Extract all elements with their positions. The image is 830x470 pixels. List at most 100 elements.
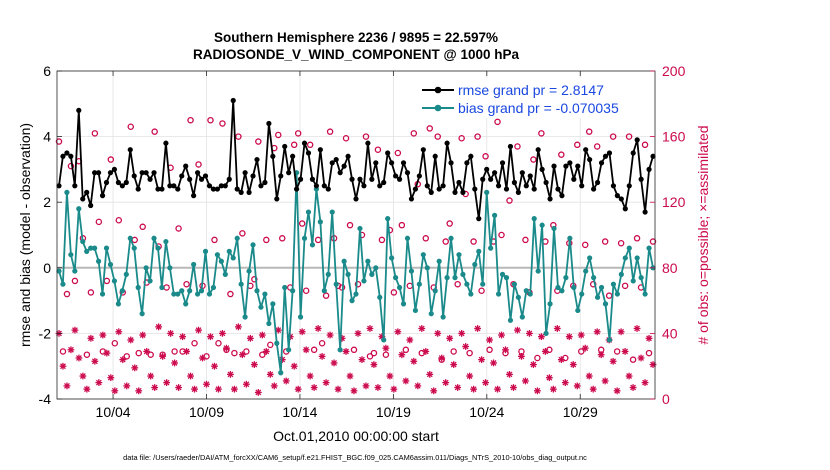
obs-possible-marker	[275, 131, 282, 139]
bias-point	[226, 248, 232, 254]
bias-point	[357, 225, 363, 232]
bias-point	[167, 265, 173, 271]
rmse-point	[222, 183, 228, 189]
obs-possible-marker	[310, 346, 318, 354]
obs-possible-marker	[235, 133, 242, 140]
bias-point	[88, 245, 94, 251]
bias-point	[250, 242, 256, 248]
obs-possible-marker	[366, 353, 374, 360]
obs-possible-marker	[434, 133, 441, 140]
obs-possible-marker	[486, 346, 493, 354]
rmse-point	[650, 153, 656, 159]
rmse-point	[638, 176, 644, 182]
rmse-point	[381, 179, 387, 186]
rmse-point	[270, 153, 276, 159]
obs-possible-marker	[111, 339, 119, 347]
y-tick-label: -2	[39, 325, 52, 341]
obs-possible-marker	[123, 353, 131, 360]
obs-assimilated-marker	[474, 325, 481, 332]
rmse-point	[103, 179, 110, 186]
obs-possible-marker	[410, 130, 418, 137]
bias-point	[341, 258, 347, 264]
obs-assimilated-marker	[390, 385, 398, 393]
bias-point	[198, 288, 205, 294]
obs-assimilated-marker	[318, 352, 326, 360]
rmse-point	[456, 179, 462, 186]
obs-possible-marker	[426, 125, 434, 132]
bias-point	[404, 235, 411, 241]
obs-assimilated-marker	[629, 384, 637, 391]
rmse-point	[365, 140, 371, 146]
bias-point	[60, 281, 66, 287]
obs-possible-marker	[558, 151, 565, 158]
obs-assimilated-marker	[111, 387, 119, 395]
rmse-point	[159, 186, 165, 192]
rmse-point	[301, 140, 308, 146]
obs-possible-marker	[494, 118, 501, 126]
obs-assimilated-marker	[466, 372, 474, 380]
bias-point	[68, 252, 74, 258]
obs-possible-marker	[318, 339, 326, 347]
bias-point	[290, 288, 296, 294]
y-tick-label: 0	[43, 260, 51, 276]
obs-assimilated-marker	[59, 362, 67, 370]
chart-title: Southern Hemisphere 2236 / 9895 = 22.597…	[214, 30, 498, 45]
obs-assimilated-marker	[530, 361, 537, 368]
bias-point	[163, 238, 169, 245]
obs-possible-marker	[613, 348, 621, 355]
rmse-point	[412, 186, 419, 192]
rmse-point	[610, 183, 617, 189]
bias-point	[286, 347, 292, 353]
obs-possible-marker	[585, 128, 593, 135]
rmse-point	[420, 147, 426, 153]
bias-point	[531, 216, 537, 222]
bias-point	[143, 265, 149, 271]
bias-point	[353, 291, 359, 297]
bias-point	[222, 271, 228, 277]
obs-assimilated-marker	[195, 326, 202, 334]
obs-assimilated-marker	[123, 382, 131, 390]
rmse-point	[357, 176, 363, 182]
bias-point	[432, 288, 438, 294]
obs-assimilated-marker	[478, 356, 485, 364]
obs-assimilated-marker	[310, 384, 318, 391]
obs-assimilated-marker	[227, 371, 234, 378]
bias-point	[480, 281, 486, 287]
obs-assimilated-marker	[414, 382, 422, 390]
bias-point	[579, 291, 585, 297]
obs-assimilated-marker	[589, 385, 597, 393]
bias-point	[187, 288, 193, 294]
rmse-point	[297, 176, 304, 182]
bias-point	[155, 245, 161, 251]
bias-point	[56, 268, 62, 274]
obs-assimilated-marker	[302, 346, 310, 354]
obs-possible-marker	[231, 349, 238, 357]
obs-assimilated-marker	[151, 384, 159, 391]
legend-rmse-marker	[434, 86, 442, 94]
obs-assimilated-marker	[67, 346, 75, 354]
bias-point	[309, 242, 316, 248]
bias-point	[119, 288, 125, 294]
rmse-point	[179, 173, 185, 179]
bias-point	[305, 209, 312, 215]
bias-point	[234, 235, 240, 241]
bias-point	[297, 314, 304, 320]
obs-assimilated-marker	[211, 362, 218, 370]
rmse-point	[579, 183, 585, 189]
y-right-tick-label: 160	[662, 129, 686, 145]
rmse-point	[293, 186, 300, 192]
obs-assimilated-marker	[215, 385, 222, 393]
rmse-point	[495, 183, 502, 189]
obs-possible-marker	[342, 134, 350, 142]
obs-possible-marker	[267, 341, 274, 349]
obs-assimilated-marker	[95, 379, 103, 386]
rmse-point	[559, 193, 565, 199]
bias-point	[242, 314, 248, 320]
rmse-point	[591, 186, 597, 192]
obs-possible-marker	[59, 348, 67, 355]
rmse-point	[452, 189, 458, 195]
rmse-point	[107, 170, 114, 176]
obs-possible-marker	[195, 161, 202, 168]
obs-assimilated-marker	[147, 372, 155, 380]
bias-point	[171, 291, 177, 297]
